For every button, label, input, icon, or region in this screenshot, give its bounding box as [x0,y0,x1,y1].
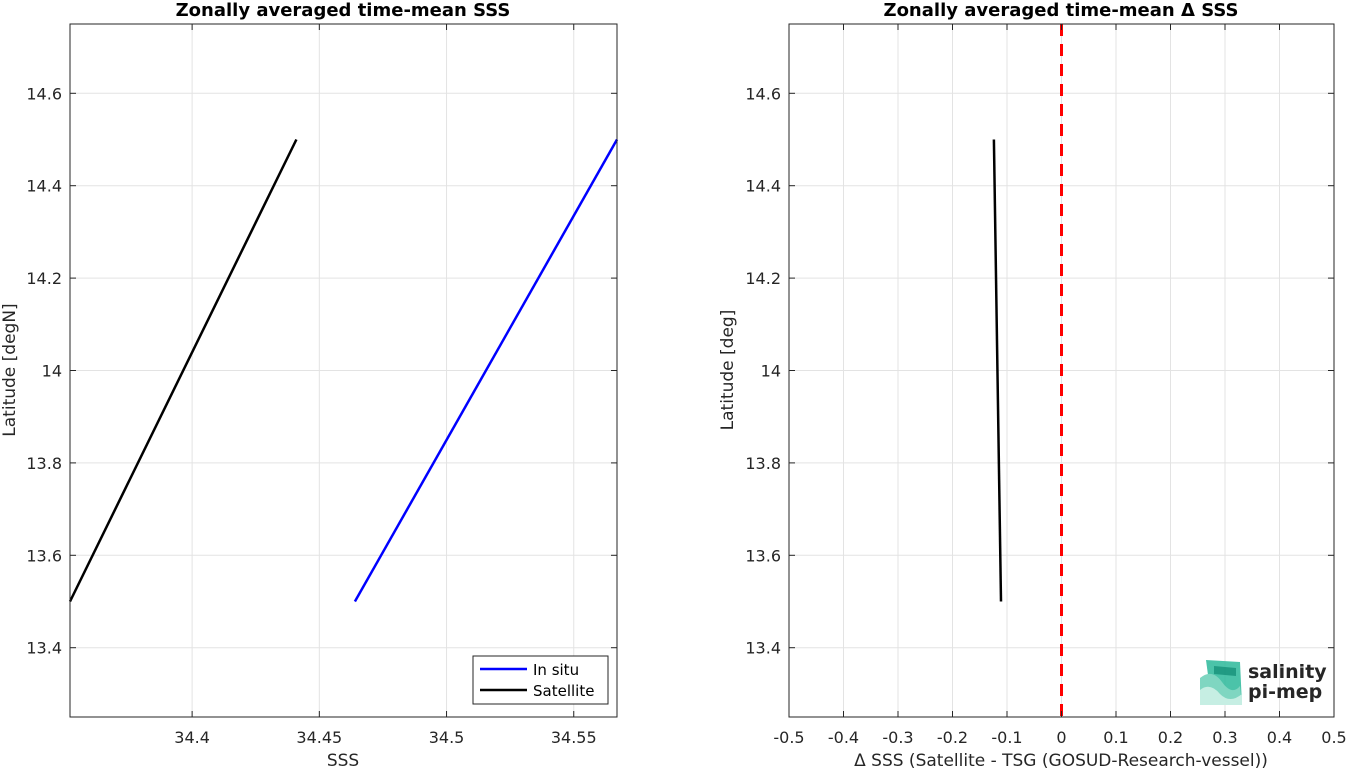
logo-text-pi-mep: pi-mep [1248,681,1322,703]
y-axis-label: Latitude [degN] [0,303,20,436]
salinity-pi-mep-logo: salinity pi-mep [1200,660,1327,705]
x-tick-label: 34.4 [174,728,210,747]
y-tick-label: 14.6 [745,84,781,103]
x-tick-label: 0 [1056,728,1066,747]
y-axis-label: Latitude [deg] [718,310,738,431]
y-tick-label: 14.6 [26,84,62,103]
legend-label-satellite: Satellite [533,682,594,700]
logo-text-salinity: salinity [1248,661,1327,683]
legend-box [472,655,609,705]
tick-marks: 34.4 34.45 34.5 34.55 13.4 13.6 13.8 14 14.2 14.4… [26,24,617,747]
y-tick-label: 13.4 [745,639,781,658]
x-tick-label: 34.45 [296,728,342,747]
y-tick-label: 14 [761,362,781,381]
x-tick-label: 0.5 [1321,728,1346,747]
x-tick-label: -0.2 [937,728,968,747]
y-tick-label: 14.4 [745,177,781,196]
y-tick-label: 14.2 [26,269,62,288]
x-tick-label: 34.55 [551,728,597,747]
tick-marks: -0.5 -0.4 -0.3 -0.2 -0.1 0 0.1 0.2 0.3 0.4 0.5 13.4… [745,24,1347,747]
x-tick-label: -0.1 [991,728,1022,747]
series-line-satellite [68,138,298,603]
series-lines [992,24,1063,717]
delta-sss-panel: -0.5 -0.4 -0.3 -0.2 -0.1 0 0.1 0.2 0.3 0.4 0.5 13.4… [718,0,1347,769]
sss-panel: 34.4 34.45 34.5 34.55 13.4 13.6 13.8 14 14.2 14.4… [0,0,619,769]
y-tick-label: 13.4 [26,639,62,658]
x-axis-label: SSS [327,751,359,769]
legend: In situ Satellite [472,655,609,705]
y-tick-label: 13.6 [745,546,781,565]
x-tick-label: -0.5 [773,728,804,747]
series-line-delta [992,139,1003,602]
logo-waves-icon [1200,660,1242,705]
chart-title: Zonally averaged time-mean Δ SSS [884,0,1239,21]
x-tick-label: 0.2 [1158,728,1183,747]
x-axis-label: Δ SSS (Satellite - TSG (GOSUD-Research-v… [854,751,1268,769]
grid-lines [70,24,617,717]
chart-title: Zonally averaged time-mean SSS [176,0,511,21]
x-tick-label: 34.5 [429,728,465,747]
x-tick-label: 0.3 [1212,728,1237,747]
y-tick-label: 14 [42,362,62,381]
y-tick-label: 14.4 [26,177,62,196]
x-tick-label: -0.4 [828,728,859,747]
y-tick-label: 13.8 [26,454,62,473]
x-tick-label: -0.3 [882,728,913,747]
series-line-in-situ [353,138,619,603]
legend-label-in-situ: In situ [533,661,579,679]
y-tick-label: 14.2 [745,269,781,288]
y-tick-label: 13.8 [745,454,781,473]
y-tick-label: 13.6 [26,546,62,565]
series-lines [68,138,619,603]
x-tick-label: 0.1 [1103,728,1128,747]
x-tick-label: 0.4 [1267,728,1292,747]
